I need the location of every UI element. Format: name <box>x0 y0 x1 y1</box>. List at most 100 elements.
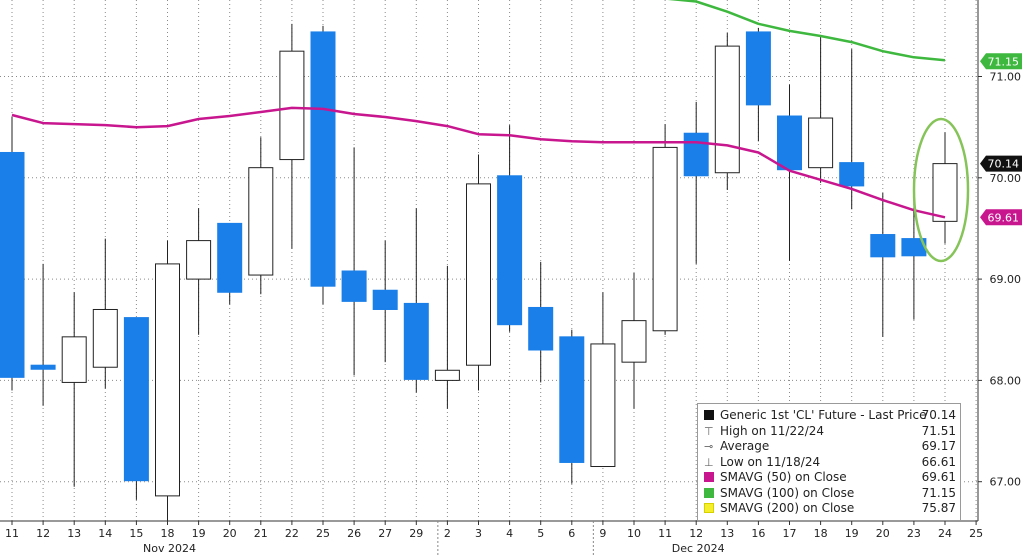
candle-down <box>217 222 243 293</box>
candle-up <box>808 117 834 169</box>
candle-up <box>92 308 118 368</box>
legend-value: 71.15 <box>921 485 956 500</box>
candle-up <box>155 263 180 497</box>
x-tick-label: 25 <box>316 527 330 540</box>
x-tick-label: 29 <box>409 527 423 540</box>
current-value-labels: 71.15 70.14 69.61 <box>980 53 1022 226</box>
square-black-icon <box>704 410 714 420</box>
x-tick-label: 16 <box>751 527 765 540</box>
value-tag-text: 71.15 <box>988 55 1020 68</box>
value-tag <box>980 53 1022 70</box>
legend-item: ⊤ High on 11/22/24 71.51 <box>698 424 960 439</box>
square-magenta-icon <box>704 472 714 482</box>
x-tick-label: 18 <box>161 527 175 540</box>
y-tick-label: 68.00 <box>990 374 1022 387</box>
x-tick-label: 27 <box>378 527 392 540</box>
candle-down <box>559 336 585 463</box>
highlight-ellipse <box>912 117 970 263</box>
x-tick-label: 26 <box>347 527 361 540</box>
x-tick-label: 19 <box>192 527 206 540</box>
x-tick-label: 13 <box>720 527 734 540</box>
candle-up <box>621 320 647 363</box>
candle-up <box>652 146 678 332</box>
value-tag <box>980 155 1022 172</box>
candle-down <box>839 162 865 187</box>
candle-up <box>279 50 305 161</box>
legend-value: 71.51 <box>921 423 956 438</box>
legend-item: Generic 1st 'CL' Future - Last Price 70.1… <box>698 408 960 423</box>
candle-up <box>434 369 460 381</box>
candle-down <box>403 302 429 380</box>
candle-up <box>248 167 274 276</box>
x-tick-label: 22 <box>285 527 299 540</box>
moving-average-lines <box>11 0 946 219</box>
x-tick-label: 21 <box>254 527 268 540</box>
candle-down <box>528 306 554 351</box>
legend-value: 69.61 <box>921 470 956 484</box>
x-tick-label: 3 <box>475 527 482 540</box>
legend-label: Generic 1st 'CL' Future - Last Price <box>720 408 927 422</box>
x-tick-label: 11 <box>5 527 19 540</box>
y-tick-label: 67.00 <box>990 476 1022 489</box>
x-tick-label: 10 <box>627 527 641 540</box>
x-tick-label: 24 <box>938 527 952 540</box>
current-value-label: 71.15 <box>980 53 1022 70</box>
legend-item: ⊸ Average 69.17 <box>698 439 960 454</box>
square-yellow-icon <box>704 503 714 513</box>
value-tag-text: 69.61 <box>988 211 1020 224</box>
x-tick-label: 12 <box>36 527 50 540</box>
square-green-icon <box>704 487 714 498</box>
average-marker-icon: ⊸ <box>704 440 714 453</box>
x-tick-label: 17 <box>783 527 797 540</box>
candle-up <box>932 163 958 222</box>
sma-50-line <box>11 106 946 219</box>
legend-label: SMAVG (200) on Close <box>720 501 855 515</box>
legend-item: SMAVG (50) on Close 69.61 <box>698 470 960 485</box>
legend-label: High on 11/22/24 <box>720 423 825 438</box>
y-tick-label: 69.00 <box>990 273 1022 286</box>
candle-up <box>61 336 87 383</box>
candle-down <box>372 289 398 310</box>
x-tick-label: 23 <box>907 527 921 540</box>
candle-down <box>870 234 896 258</box>
candle-down <box>0 151 25 378</box>
x-tick-label: 12 <box>689 527 703 540</box>
x-tick-label: 18 <box>814 527 828 540</box>
x-tick-label: 11 <box>658 527 672 540</box>
x-tick-label: 9 <box>599 527 606 540</box>
legend-label: SMAVG (100) on Close <box>720 485 855 500</box>
month-label: Nov 2024 <box>143 542 196 555</box>
legend-label: Average <box>720 439 770 453</box>
x-tick-label: 20 <box>876 527 890 540</box>
candle-up <box>466 183 491 366</box>
candle-down <box>777 115 802 171</box>
x-tick-label: 4 <box>506 527 513 540</box>
legend-value: 66.61 <box>921 454 956 469</box>
x-tick-label: 5 <box>537 527 544 540</box>
x-tick-label: 25 <box>969 527 983 540</box>
candle-down <box>310 31 336 287</box>
sma-100-line <box>667 0 946 62</box>
current-value-label: 69.61 <box>980 209 1022 226</box>
legend-label: SMAVG (50) on Close <box>720 470 847 484</box>
candle-up <box>186 240 212 280</box>
x-tick-label: 14 <box>98 527 112 540</box>
legend-item: ⊥ Low on 11/18/24 66.61 <box>698 455 960 470</box>
candle-up <box>714 45 740 174</box>
month-label: Dec 2024 <box>672 542 725 555</box>
y-tick-label: 71.00 <box>990 71 1022 84</box>
x-tick-label: 20 <box>223 527 237 540</box>
candle-down <box>497 175 523 326</box>
low-marker-icon: ⊥ <box>704 455 714 469</box>
y-tick-label: 70.00 <box>990 172 1022 185</box>
candle-down <box>745 31 771 106</box>
x-tick-label: 15 <box>129 527 143 540</box>
value-tag <box>980 209 1022 226</box>
x-tick-label: 19 <box>845 527 859 540</box>
candle-down <box>683 132 709 177</box>
legend-value: 70.14 <box>921 408 956 422</box>
candle-down <box>341 270 367 302</box>
candle-up <box>590 343 616 468</box>
